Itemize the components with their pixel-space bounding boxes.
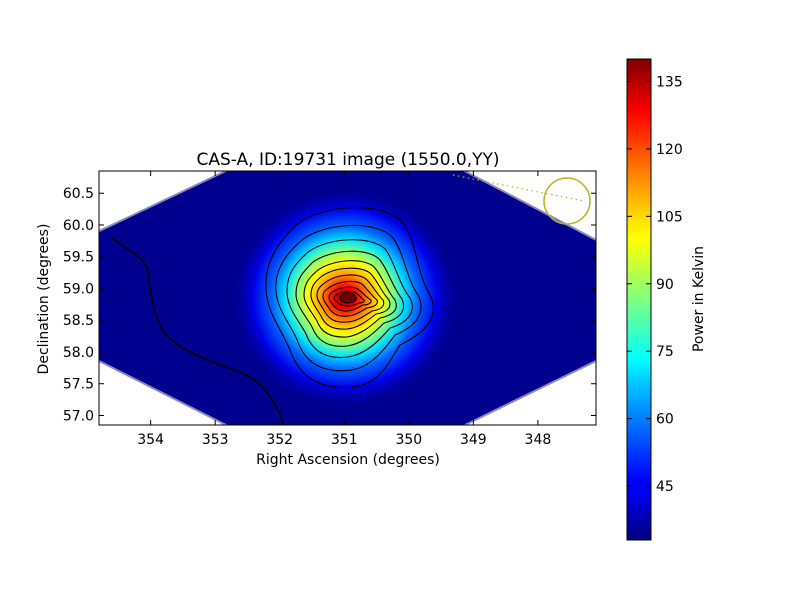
- x-tick-label: 351: [331, 432, 358, 448]
- x-tick-label: 348: [525, 432, 552, 448]
- contour-level-5: [303, 260, 397, 338]
- contour-level-4: [295, 250, 404, 347]
- colorbar-tick-label: 45: [656, 479, 674, 495]
- x-tick-label: 352: [266, 432, 293, 448]
- colorbar-tick-label: 60: [656, 412, 674, 428]
- chart-title: CAS-A, ID:19731 image (1550.0,YY): [196, 150, 499, 170]
- colorbar: 45 60 75 90 105 120 135 Power in Kelvin: [626, 58, 707, 541]
- y-tick-label: 59.0: [63, 281, 94, 297]
- x-axis-label: Right Ascension (degrees): [256, 452, 440, 468]
- x-tick-label: 350: [395, 432, 422, 448]
- y-axis-label: Declination (degrees): [36, 224, 52, 375]
- contour-level-1: [265, 207, 434, 388]
- colorbar-ticks: 45 60 75 90 105 120 135: [627, 74, 683, 495]
- x-tick-label: 353: [202, 432, 229, 448]
- plot-area: [98, 170, 597, 426]
- contour-level-2: [275, 224, 422, 372]
- source-core: [339, 293, 357, 303]
- y-tick-label: 59.5: [63, 250, 94, 266]
- x-tick-label: 354: [137, 432, 164, 448]
- beam-dotted-line: [452, 174, 585, 202]
- contour-level-9: [328, 286, 372, 312]
- x-tick-label: 349: [460, 432, 487, 448]
- contour-lines: [111, 207, 434, 425]
- y-tick-label: 58.5: [63, 313, 94, 329]
- y-tick-label: 57.5: [63, 377, 94, 393]
- colorbar-tick-label: 135: [656, 74, 683, 90]
- axes: 354 353 352 351 350 349 348 57.0 57.5 58.0 58.5 59.…: [63, 171, 596, 448]
- contour-level-10: [333, 291, 365, 307]
- colorbar-tick-label: 120: [656, 142, 683, 158]
- contour-level-8: [322, 280, 378, 317]
- contour-level-3: [286, 239, 413, 359]
- y-tick-label: 57.0: [63, 408, 94, 424]
- y-tick-label: 60.5: [63, 186, 94, 202]
- contour-background: [111, 237, 285, 425]
- colorbar-gradient: [626, 58, 652, 541]
- contour-level-7: [316, 274, 385, 323]
- colorbar-tick-label: 105: [656, 209, 683, 225]
- beam-indicator: [452, 174, 591, 225]
- colorbar-tick-label: 90: [656, 277, 674, 293]
- colorbar-tick-label: 75: [656, 344, 674, 360]
- colorbar-label: Power in Kelvin: [691, 246, 707, 352]
- beam-circle: [543, 177, 591, 225]
- y-tick-label: 60.0: [63, 218, 94, 234]
- y-tick-label: 58.0: [63, 345, 94, 361]
- plot-frame: [98, 170, 597, 426]
- contour-level-6: [310, 267, 391, 330]
- contour-level-11: [339, 292, 357, 304]
